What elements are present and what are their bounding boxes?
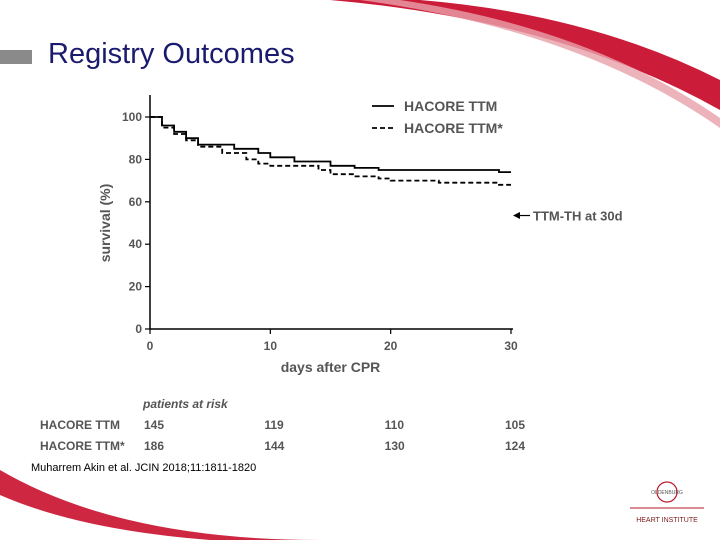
y-tick-label: 60 <box>129 195 143 209</box>
risk-value: 145 <box>144 418 164 432</box>
svg-text:HEART INSTITUTE: HEART INSTITUTE <box>636 517 698 524</box>
series-line-1 <box>150 116 511 173</box>
risk-value: 110 <box>385 418 405 432</box>
y-tick-label: 80 <box>129 152 143 166</box>
chart-series <box>150 116 511 186</box>
risk-row-label: HACORE TTM <box>40 418 120 432</box>
svg-text:OLDENBURG: OLDENBURG <box>651 490 683 496</box>
risk-row-label: HACORE TTM* <box>40 439 125 453</box>
risk-value: 130 <box>385 439 405 453</box>
chart-annotation: TTM-TH at 30d <box>513 209 623 224</box>
y-tick-label: 40 <box>129 237 143 251</box>
slide-title: Registry Outcomes <box>48 38 295 70</box>
heart-institute-logo: OLDENBURG HEART INSTITUTE <box>630 481 704 524</box>
y-tick-label: 20 <box>129 280 143 294</box>
x-tick-label: 0 <box>147 339 154 353</box>
risk-table: patients at risk HACORE TTM 145 119 110 105 HA… <box>40 397 525 453</box>
risk-table-header: patients at risk <box>142 397 229 411</box>
annotation-text: TTM-TH at 30d <box>533 209 623 224</box>
y-axis-label: survival (%) <box>97 184 113 263</box>
x-tick-label: 10 <box>264 339 278 353</box>
risk-value: 119 <box>264 418 284 432</box>
x-tick-label: 30 <box>504 339 518 353</box>
survival-chart: 0 20 40 60 80 100 0 10 20 30 days after CPR surviva… <box>40 95 623 453</box>
y-tick-label: 100 <box>122 110 142 124</box>
x-axis-label: days after CPR <box>281 359 381 375</box>
legend-label: HACORE TTM* <box>404 120 503 136</box>
risk-value: 186 <box>144 439 164 453</box>
citation: Muharrem Akin et al. JCIN 2018;11:1811-1… <box>31 462 257 474</box>
y-tick-label: 0 <box>135 322 142 336</box>
risk-value: 105 <box>505 418 525 432</box>
annotation-arrow-head <box>513 212 520 220</box>
chart-legend: HACORE TTM HACORE TTM* <box>372 98 503 136</box>
series-line-2 <box>150 116 511 186</box>
title-accent-bar <box>0 50 32 64</box>
risk-value: 124 <box>505 439 525 453</box>
chart-axes: 0 20 40 60 80 100 0 10 20 30 days after CPR surviva… <box>97 95 518 375</box>
risk-value: 144 <box>264 439 284 453</box>
x-tick-label: 20 <box>384 339 398 353</box>
legend-label: HACORE TTM <box>404 98 497 114</box>
